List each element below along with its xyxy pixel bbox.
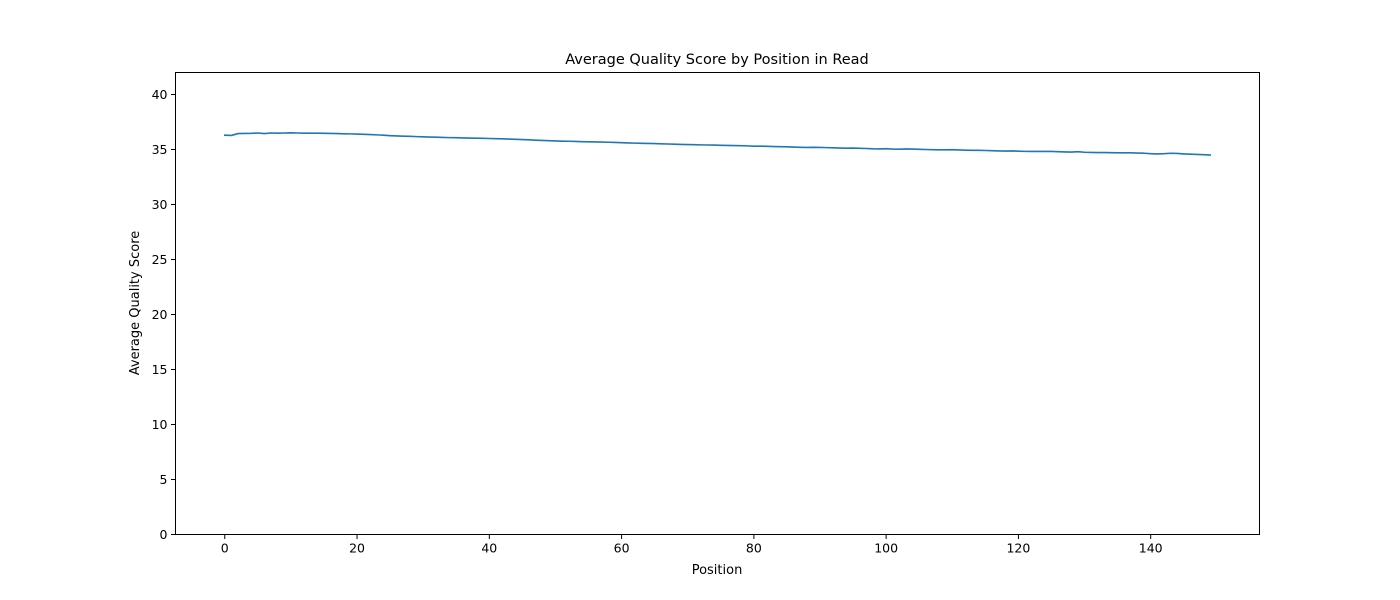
series-layer [223, 131, 1212, 156]
x-tick-label: 140 [1139, 541, 1163, 556]
x-tick-label: 100 [874, 541, 898, 556]
chart-title: Average Quality Score by Position in Rea… [565, 52, 869, 68]
y-tick-label: 0 [160, 527, 168, 542]
y-tick-label: 15 [152, 362, 168, 377]
x-tick-label: 0 [221, 541, 229, 556]
y-tick-label: 5 [160, 472, 168, 487]
x-tick-label: 40 [481, 541, 497, 556]
y-tick-label: 20 [152, 307, 168, 322]
y-tick-label: 40 [152, 87, 168, 102]
x-tick-label: 80 [746, 541, 762, 556]
x-tick-label: 20 [349, 541, 365, 556]
y-tick-label: 30 [152, 197, 168, 212]
series-line-0 [223, 131, 1212, 156]
axis-ticks: 0 20 40 60 80 100 120 140 0 5 10 15 20 25 30 35 40 [152, 87, 1163, 556]
y-tick-label: 10 [152, 417, 168, 432]
y-tick-label: 35 [152, 142, 168, 157]
y-axis-label: Average Quality Score [128, 231, 143, 376]
x-axis-label: Position [692, 563, 743, 578]
y-tick-label: 25 [152, 252, 168, 267]
x-tick-label: 120 [1006, 541, 1030, 556]
x-tick-label: 60 [614, 541, 630, 556]
plot-area-frame [175, 72, 1260, 535]
